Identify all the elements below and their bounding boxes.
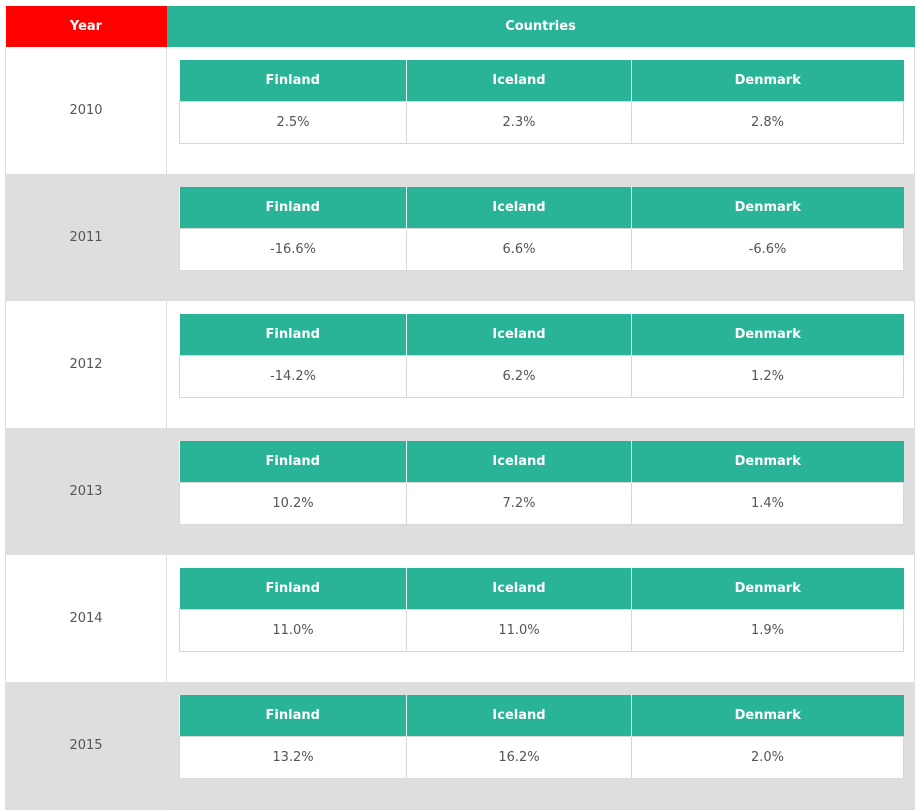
country-subtable: Finland Iceland Denmark 10.2% 7.2% 1.4% bbox=[179, 441, 904, 525]
country-subtable: Finland Iceland Denmark 2.5% 2.3% 2.8% bbox=[179, 60, 904, 144]
country-header-denmark: Denmark bbox=[631, 441, 904, 483]
country-header-denmark: Denmark bbox=[631, 60, 904, 102]
value-cell-finland: 11.0% bbox=[179, 609, 407, 652]
country-header-finland: Finland bbox=[179, 568, 407, 610]
value-cell-denmark: 1.4% bbox=[631, 482, 904, 525]
year-cell: 2013 bbox=[5, 428, 167, 555]
table-row: 2015 Finland Iceland Denmark 13.2% 16.2%… bbox=[5, 682, 915, 810]
table-row: 2014 Finland Iceland Denmark 11.0% 11.0%… bbox=[5, 555, 915, 682]
value-cell-finland: -14.2% bbox=[179, 355, 407, 398]
year-cell: 2011 bbox=[5, 174, 167, 301]
country-header-iceland: Iceland bbox=[406, 568, 632, 610]
value-cell-finland: 10.2% bbox=[179, 482, 407, 525]
country-header-iceland: Iceland bbox=[406, 314, 632, 356]
value-cell-iceland: 16.2% bbox=[406, 736, 632, 779]
value-cell-finland: 2.5% bbox=[179, 101, 407, 144]
value-cell-iceland: 2.3% bbox=[406, 101, 632, 144]
subtable-header-row: Finland Iceland Denmark bbox=[179, 695, 904, 737]
country-subtable: Finland Iceland Denmark -14.2% 6.2% 1.2% bbox=[179, 314, 904, 398]
country-header-finland: Finland bbox=[179, 314, 407, 356]
country-header-denmark: Denmark bbox=[631, 695, 904, 737]
value-cell-iceland: 7.2% bbox=[406, 482, 632, 525]
subtable-value-row: -16.6% 6.6% -6.6% bbox=[179, 228, 904, 271]
value-cell-denmark: -6.6% bbox=[631, 228, 904, 271]
country-header-finland: Finland bbox=[179, 441, 407, 483]
value-cell-finland: -16.6% bbox=[179, 228, 407, 271]
countries-cell: Finland Iceland Denmark 10.2% 7.2% 1.4% bbox=[167, 428, 915, 555]
subtable-value-row: -14.2% 6.2% 1.2% bbox=[179, 355, 904, 398]
table-row: 2010 Finland Iceland Denmark 2.5% 2.3% 2… bbox=[5, 47, 915, 174]
subtable-value-row: 11.0% 11.0% 1.9% bbox=[179, 609, 904, 652]
header-row: Year Countries bbox=[5, 6, 915, 47]
country-header-iceland: Iceland bbox=[406, 441, 632, 483]
year-cell: 2014 bbox=[5, 555, 167, 682]
table-row: 2011 Finland Iceland Denmark -16.6% 6.6%… bbox=[5, 174, 915, 301]
subtable-header-row: Finland Iceland Denmark bbox=[179, 187, 904, 229]
table-row: 2013 Finland Iceland Denmark 10.2% 7.2% … bbox=[5, 428, 915, 555]
subtable-header-row: Finland Iceland Denmark bbox=[179, 441, 904, 483]
value-cell-denmark: 2.0% bbox=[631, 736, 904, 779]
subtable-value-row: 10.2% 7.2% 1.4% bbox=[179, 482, 904, 525]
countries-cell: Finland Iceland Denmark -14.2% 6.2% 1.2% bbox=[166, 301, 915, 428]
subtable-header-row: Finland Iceland Denmark bbox=[179, 60, 904, 102]
value-cell-denmark: 2.8% bbox=[631, 101, 904, 144]
table-row: 2012 Finland Iceland Denmark -14.2% 6.2%… bbox=[5, 301, 915, 428]
subtable-value-row: 13.2% 16.2% 2.0% bbox=[179, 736, 904, 779]
country-header-iceland: Iceland bbox=[406, 695, 632, 737]
growth-table: Year Countries 2010 Finland Iceland Denm… bbox=[5, 6, 915, 810]
value-cell-iceland: 11.0% bbox=[406, 609, 632, 652]
value-cell-iceland: 6.6% bbox=[406, 228, 632, 271]
country-subtable: Finland Iceland Denmark 11.0% 11.0% 1.9% bbox=[179, 568, 904, 652]
value-cell-finland: 13.2% bbox=[179, 736, 407, 779]
value-cell-denmark: 1.9% bbox=[631, 609, 904, 652]
country-header-denmark: Denmark bbox=[631, 314, 904, 356]
country-header-denmark: Denmark bbox=[631, 568, 904, 610]
year-cell: 2012 bbox=[5, 301, 167, 428]
countries-header: Countries bbox=[166, 6, 915, 47]
country-header-iceland: Iceland bbox=[406, 60, 632, 102]
countries-cell: Finland Iceland Denmark 11.0% 11.0% 1.9% bbox=[166, 555, 915, 682]
year-cell: 2015 bbox=[5, 682, 167, 810]
subtable-header-row: Finland Iceland Denmark bbox=[179, 314, 904, 356]
subtable-header-row: Finland Iceland Denmark bbox=[179, 568, 904, 610]
countries-cell: Finland Iceland Denmark 13.2% 16.2% 2.0% bbox=[166, 682, 915, 810]
table-body: 2010 Finland Iceland Denmark 2.5% 2.3% 2… bbox=[5, 47, 915, 810]
subtable-value-row: 2.5% 2.3% 2.8% bbox=[179, 101, 904, 144]
value-cell-iceland: 6.2% bbox=[406, 355, 632, 398]
country-header-finland: Finland bbox=[179, 695, 407, 737]
value-cell-denmark: 1.2% bbox=[631, 355, 904, 398]
country-header-denmark: Denmark bbox=[631, 187, 904, 229]
countries-cell: Finland Iceland Denmark -16.6% 6.6% -6.6… bbox=[167, 174, 915, 301]
countries-cell: Finland Iceland Denmark 2.5% 2.3% 2.8% bbox=[166, 47, 915, 174]
country-header-finland: Finland bbox=[179, 187, 407, 229]
country-subtable: Finland Iceland Denmark -16.6% 6.6% -6.6… bbox=[179, 187, 904, 271]
country-subtable: Finland Iceland Denmark 13.2% 16.2% 2.0% bbox=[179, 695, 904, 779]
year-header: Year bbox=[5, 6, 167, 47]
year-cell: 2010 bbox=[5, 47, 167, 174]
country-header-finland: Finland bbox=[179, 60, 407, 102]
country-header-iceland: Iceland bbox=[406, 187, 632, 229]
